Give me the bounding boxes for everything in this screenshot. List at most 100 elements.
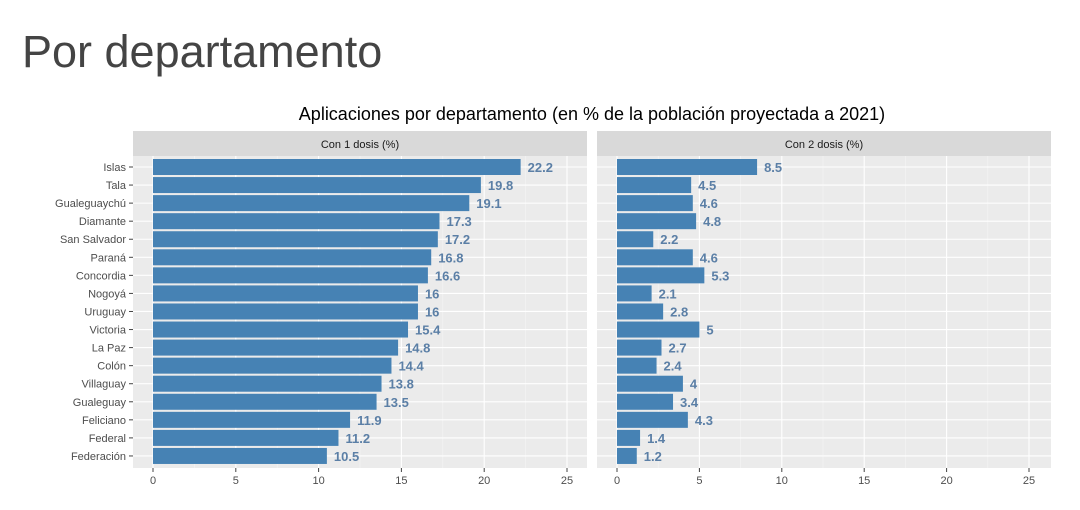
data-label: 19.1 [476,196,501,211]
bar [153,429,339,446]
x-tick-label: 25 [1023,475,1035,487]
page-heading: Por departamento [22,26,383,77]
data-label: 10.5 [334,449,359,464]
x-tick-label: 5 [696,475,702,487]
bar [153,357,392,374]
data-label: 17.3 [446,214,471,229]
y-tick-label: Victoria [90,325,127,337]
data-label: 16.8 [438,250,463,265]
bar [617,339,662,356]
x-tick-label: 20 [478,475,490,487]
x-tick-label: 0 [614,475,620,487]
data-label: 8.5 [764,160,782,175]
data-label: 4.5 [698,178,716,193]
bar [617,429,641,446]
x-tick-label: 15 [395,475,407,487]
bar [153,213,440,230]
data-label: 11.9 [357,413,382,428]
bar [617,411,688,428]
bar [617,213,697,230]
bar [153,339,399,356]
bar [617,231,654,248]
bar [617,357,657,374]
data-label: 4.3 [695,413,713,428]
y-tick-label: Villaguay [82,379,127,391]
x-tick-label: 0 [150,475,156,487]
x-tick-label: 10 [312,475,324,487]
data-label: 4.6 [700,250,718,265]
data-label: 16 [425,286,439,301]
data-label: 14.4 [398,359,424,374]
y-tick-label: Tala [106,180,127,192]
data-label: 14.8 [405,341,430,356]
data-label: 4.6 [700,196,718,211]
data-label: 13.8 [389,377,414,392]
facet-strip [133,131,587,156]
bar [617,303,664,320]
y-tick-label: Gualeguay [73,397,127,409]
x-tick-label: 15 [858,475,870,487]
data-label: 17.2 [445,232,470,247]
bar [153,195,470,212]
bar [617,285,652,302]
y-tick-label: La Paz [92,343,126,355]
data-label: 11.2 [345,431,370,446]
x-tick-label: 20 [940,475,952,487]
y-tick-label: Islas [103,162,126,174]
y-tick-label: Federal [89,433,126,445]
bar [153,321,409,338]
bar [617,177,692,194]
bar [617,249,693,266]
data-label: 2.4 [664,359,683,374]
data-label: 5 [706,323,713,338]
y-tick-label: Paraná [91,252,127,264]
y-tick-label: Uruguay [84,306,126,318]
bar [617,267,705,284]
x-tick-label: 10 [776,475,788,487]
data-label: 4.8 [703,214,721,229]
bar [153,411,351,428]
facet-strip [597,131,1051,156]
y-tick-label: Feliciano [82,415,126,427]
bar [617,159,758,175]
data-label: 15.4 [415,323,441,338]
facet-label: Con 2 dosis (%) [785,139,863,151]
data-label: 16 [425,304,439,319]
y-tick-label: San Salvador [60,234,126,246]
data-label: 1.2 [644,449,662,464]
data-label: 2.1 [659,286,677,301]
bar [153,375,382,392]
data-label: 19.8 [488,178,513,193]
y-tick-label: Concordia [76,270,127,282]
data-label: 4 [690,377,698,392]
bar [617,375,683,392]
bar [617,321,700,338]
x-tick-label: 5 [233,475,239,487]
bar [617,447,637,464]
bar [617,393,674,410]
data-label: 1.4 [647,431,666,446]
bar [153,267,428,284]
bar [153,447,327,464]
data-label: 2.7 [668,341,686,356]
bar [617,195,693,212]
y-tick-label: Diamante [79,216,126,228]
data-label: 22.2 [528,160,553,175]
data-label: 5.3 [711,268,729,283]
data-label: 3.4 [680,395,699,410]
bar [153,231,438,248]
y-tick-label: Nogoyá [88,288,127,300]
data-label: 13.5 [384,395,409,410]
bar [153,285,418,302]
y-tick-label: Federación [71,451,126,463]
x-tick-label: 25 [561,475,573,487]
bar [153,159,521,175]
y-tick-label: Gualeguaychú [55,198,126,210]
data-label: 2.8 [670,304,688,319]
bar [153,393,377,410]
data-label: 2.2 [660,232,678,247]
data-label: 16.6 [435,268,460,283]
chart-title: Aplicaciones por departamento (en % de l… [299,104,885,124]
y-tick-label: Colón [97,361,126,373]
